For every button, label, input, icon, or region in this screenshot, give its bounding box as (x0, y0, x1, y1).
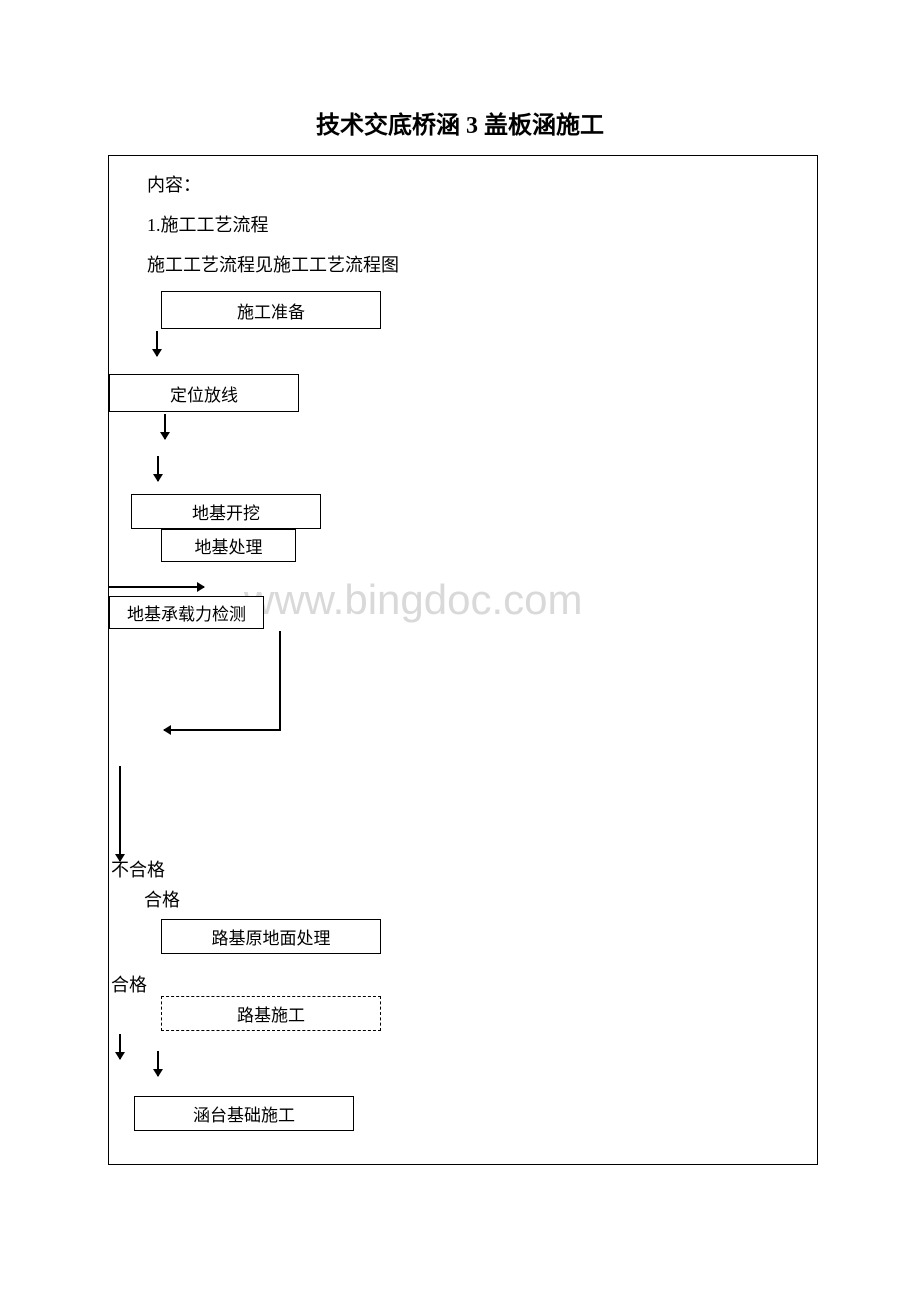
flow-ground-treatment: 路基原地面处理 (161, 919, 381, 954)
flow-roadbed: 路基施工 (161, 996, 381, 1031)
arrow-6 (157, 1051, 159, 1076)
watermark: www.bingdoc.com (244, 576, 582, 624)
arrow-r1 (109, 586, 204, 588)
section-1: 1.施工工艺流程 (147, 211, 269, 237)
content-header: 内容： (147, 171, 201, 197)
line-v1 (279, 631, 281, 731)
arrow-2 (164, 414, 166, 439)
flow-prep: 施工准备 (161, 291, 381, 329)
arrow-3 (157, 456, 159, 481)
arrow-4 (119, 766, 121, 861)
flow-excavation: 地基开挖 (131, 494, 321, 529)
page-title: 技术交底桥涵 3 盖板涵施工 (0, 0, 920, 160)
label-pass2: 合格 (111, 971, 147, 997)
flow-treatment: 地基处理 (161, 529, 296, 562)
label-pass: 合格 (144, 886, 180, 912)
flow-foundation: 涵台基础施工 (134, 1096, 354, 1131)
section-1-desc: 施工工艺流程见施工工艺流程图 (147, 251, 399, 277)
label-fail: 不合格 (111, 856, 165, 882)
arrow-l1 (164, 729, 281, 731)
main-container: 内容： 1.施工工艺流程 施工工艺流程见施工工艺流程图 www.bingdoc.… (108, 155, 818, 1165)
flow-positioning: 定位放线 (109, 374, 299, 412)
arrow-5 (119, 1034, 121, 1059)
flow-bearing-test: 地基承载力检测 (109, 596, 264, 629)
arrow-1 (156, 331, 158, 356)
